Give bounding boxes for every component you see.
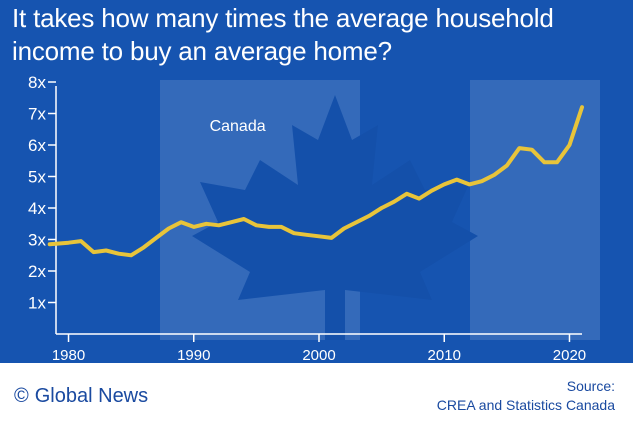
x-tick-label: 2010 xyxy=(428,347,461,363)
y-tick-label: 4x xyxy=(28,199,46,218)
copyright-icon: © xyxy=(14,385,29,407)
chart-panel: 1x 2x 3x 4x 5x 6x 7x 8x 1980 1990 2000 2010 2020 Can… xyxy=(0,0,633,363)
series-annotation: Canada xyxy=(210,118,266,135)
chart-plot: 1x 2x 3x 4x 5x 6x 7x 8x 1980 1990 2000 2010 2020 Can… xyxy=(28,73,600,363)
x-tick-label: 1990 xyxy=(177,347,210,363)
y-tick-label: 6x xyxy=(28,136,46,155)
footer: © Global News Source: CREA and Statistics… xyxy=(0,363,633,423)
brand-name: Global News xyxy=(34,385,149,407)
axes: 1x 2x 3x 4x 5x 6x 7x 8x 1980 1990 2000 2010 2020 xyxy=(28,73,586,363)
maple-leaf-icon xyxy=(192,95,478,340)
y-tick-label: 3x xyxy=(28,231,46,250)
brand: © Global News xyxy=(14,385,148,408)
source-credit: Source: CREA and Statistics Canada xyxy=(437,377,615,415)
source-text: CREA and Statistics Canada xyxy=(436,397,615,413)
flag-band-right xyxy=(470,80,600,340)
x-tick-label: 2020 xyxy=(553,347,586,363)
flag-band-left xyxy=(160,80,360,340)
y-tick-label: 5x xyxy=(28,168,46,187)
source-label: Source: xyxy=(566,378,615,394)
x-tick-label: 2000 xyxy=(302,347,335,363)
y-tick-label: 8x xyxy=(28,73,46,92)
x-tick-label: 1980 xyxy=(52,347,85,363)
chart-title: It takes how many times the average hous… xyxy=(12,3,554,66)
series-line xyxy=(47,105,584,258)
y-tick-label: 2x xyxy=(28,262,46,281)
series-marks: Canada xyxy=(47,105,584,258)
y-tick-label: 1x xyxy=(28,294,46,313)
y-tick-label: 7x xyxy=(28,105,46,124)
